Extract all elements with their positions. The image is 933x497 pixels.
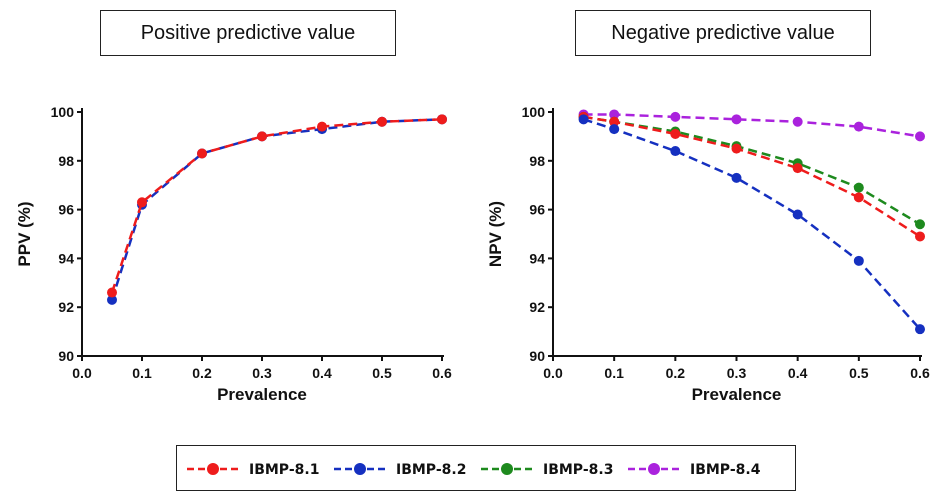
- npv-series-ibmp-8-3-line: [583, 115, 921, 226]
- ppv-y-tick-label: 96: [58, 202, 74, 218]
- npv-series-ibmp-8-4-line: [583, 113, 921, 138]
- ppv-x-tick-label: 0.4: [312, 365, 332, 381]
- legend-ibmp-8-4-marker: [648, 463, 660, 475]
- ppv-x-tick-label: 0.6: [432, 365, 452, 381]
- npv-series-ibmp-8-2-point: [853, 255, 864, 266]
- ppv-x-tick-label: 0.5: [372, 365, 392, 381]
- legend-ibmp-8-4-label: IBMP-8.4: [690, 462, 761, 478]
- ppv-chart: 0.0 0.1 0.2 0.3 0.4 0.5 0.6 90 92 94 96 98 100 Preval…: [15, 104, 452, 404]
- npv-series-ibmp-8-4-point: [792, 116, 803, 127]
- npv-series-ibmp-8-4-point: [670, 111, 681, 122]
- npv-series-ibmp-8-4-point: [853, 121, 864, 132]
- npv-series-ibmp-8-4-point: [915, 131, 925, 142]
- npv-series-ibmp-8-1-point: [670, 128, 681, 139]
- legend-ibmp-8-2-marker: [354, 463, 366, 475]
- npv-series-ibmp-8-2-point: [578, 114, 589, 125]
- ppv-series-ibmp-8-1-point: [377, 116, 387, 127]
- npv-series-ibmp-8-1-point: [731, 143, 742, 154]
- ppv-series-ibmp-8-1-line: [110, 118, 443, 293]
- ppv-series-ibmp-8-2-point: [107, 294, 117, 305]
- npv-chart-title: Negative predictive value: [575, 10, 871, 56]
- ppv-x-tick-label: 0.3: [252, 365, 272, 381]
- legend-ibmp-8-1-label: IBMP-8.1: [249, 462, 319, 478]
- npv-series-ibmp-8-2-point: [915, 324, 925, 335]
- ppv-series-ibmp-8-1-point: [317, 121, 327, 132]
- npv-series-ibmp-8-2-point: [731, 172, 742, 183]
- ppv-y-tick-label: 94: [58, 250, 74, 266]
- npv-y-tick-label: 90: [529, 348, 545, 364]
- npv-x-tick-label: 0.1: [604, 365, 624, 381]
- npv-series-ibmp-8-2-point: [792, 209, 803, 220]
- ppv-x-tick-label: 0.0: [72, 365, 92, 381]
- npv-x-tick-label: 0.5: [849, 365, 869, 381]
- npv-x-tick-label: 0.3: [727, 365, 747, 381]
- npv-y-tick-label: 98: [529, 153, 545, 169]
- npv-x-axis-label: Prevalence: [692, 385, 782, 404]
- npv-x-tick-label: 0.0: [543, 365, 563, 381]
- ppv-x-tick-label: 0.1: [132, 365, 152, 381]
- ppv-y-tick-label: 92: [58, 299, 74, 315]
- legend-ibmp-8-2-label: IBMP-8.2: [396, 462, 466, 478]
- npv-x-tick-label: 0.4: [788, 365, 808, 381]
- ppv-y-tick-label: 100: [51, 104, 75, 120]
- npv-series-ibmp-8-4-point: [609, 109, 620, 120]
- legend-ibmp-8-3-marker: [501, 463, 513, 475]
- npv-series-ibmp-8-1-point: [915, 231, 925, 242]
- npv-series-ibmp-8-1-point: [792, 163, 803, 174]
- npv-series-ibmp-8-3-point: [915, 219, 925, 230]
- npv-y-tick-label: 100: [522, 104, 546, 120]
- npv-series-ibmp-8-2-point: [609, 124, 620, 135]
- ppv-series-ibmp-8-2-line: [110, 118, 443, 301]
- npv-y-tick-label: 94: [529, 250, 545, 266]
- npv-chart: 0.0 0.1 0.2 0.3 0.4 0.5 0.6 90 92 94 96 98 100 Preval…: [486, 104, 930, 404]
- legend: IBMP-8.1 IBMP-8.2 IBMP-8.3 IBMP-8.4: [176, 445, 796, 491]
- ppv-series-ibmp-8-1-point: [107, 287, 117, 298]
- legend-canvas: IBMP-8.1 IBMP-8.2 IBMP-8.3 IBMP-8.4: [187, 462, 761, 478]
- npv-x-tick-label: 0.6: [910, 365, 930, 381]
- legend-ibmp-8-3-label: IBMP-8.3: [543, 462, 613, 478]
- npv-y-axis-label: NPV (%): [486, 201, 505, 267]
- ppv-series-ibmp-8-1-point: [197, 148, 207, 159]
- ppv-chart-title: Positive predictive value: [100, 10, 396, 56]
- npv-y-tick-label: 96: [529, 202, 545, 218]
- ppv-x-tick-label: 0.2: [192, 365, 212, 381]
- ppv-series-ibmp-8-1-point: [137, 197, 147, 208]
- ppv-y-tick-label: 98: [58, 153, 74, 169]
- npv-y-tick-label: 92: [529, 299, 545, 315]
- npv-series-ibmp-8-1-point: [853, 192, 864, 203]
- ppv-series-ibmp-8-1-point: [437, 114, 447, 125]
- ppv-series-ibmp-8-1-point: [257, 131, 267, 142]
- npv-series-ibmp-8-1-line: [583, 115, 921, 238]
- ppv-y-axis-label: PPV (%): [15, 201, 34, 266]
- ppv-x-axis-label: Prevalence: [217, 385, 307, 404]
- legend-ibmp-8-1-marker: [207, 463, 219, 475]
- npv-series-ibmp-8-2-point: [670, 146, 681, 157]
- npv-x-tick-label: 0.2: [666, 365, 686, 381]
- npv-series-ibmp-8-4-point: [731, 114, 742, 125]
- npv-series-ibmp-8-1-point: [609, 116, 620, 127]
- ppv-y-tick-label: 90: [58, 348, 74, 364]
- npv-series-ibmp-8-3-point: [853, 182, 864, 193]
